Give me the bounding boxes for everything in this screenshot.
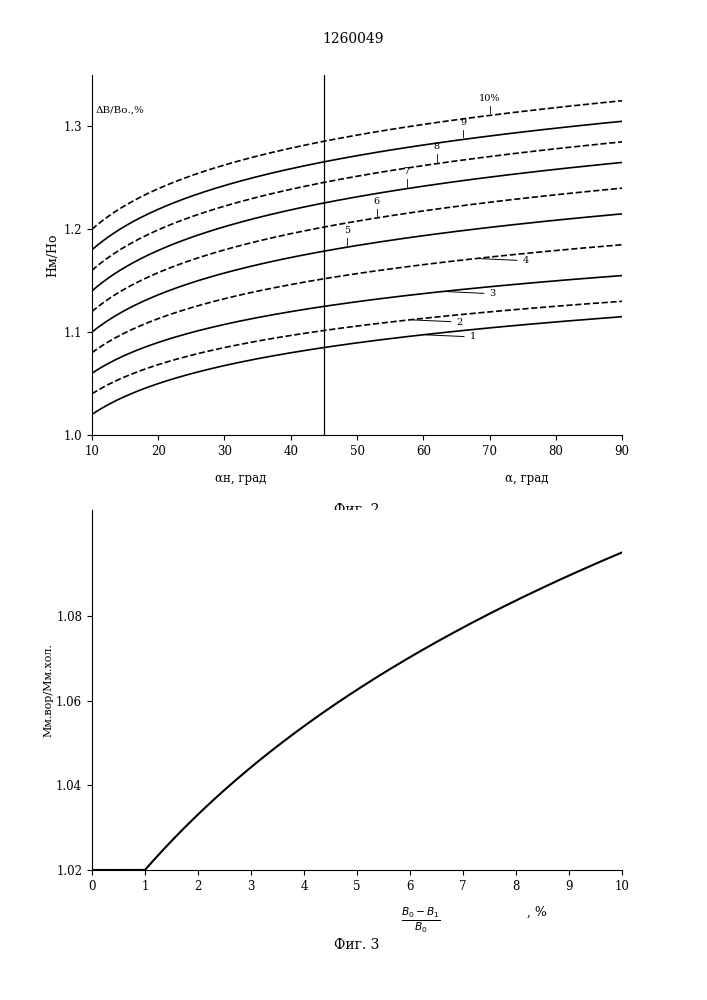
Text: 7: 7 [404, 167, 410, 176]
Text: αн, град: αн, град [215, 472, 266, 485]
Text: 10%: 10% [479, 94, 501, 103]
Text: Фиг. 3: Фиг. 3 [334, 938, 380, 952]
Text: $\frac{B_0-B_1}{B_0}$: $\frac{B_0-B_1}{B_0}$ [401, 906, 440, 935]
Text: 2: 2 [413, 318, 462, 327]
Text: , %: , % [527, 906, 547, 919]
Y-axis label: Мм.вор/Мм.хол.: Мм.вор/Мм.хол. [43, 643, 53, 737]
Text: 1260049: 1260049 [323, 32, 384, 46]
Text: 1: 1 [426, 332, 476, 341]
Text: Фиг. 2: Фиг. 2 [334, 503, 380, 517]
Text: ΔВ/Во.,%: ΔВ/Во.,% [95, 106, 144, 115]
Text: 8: 8 [433, 142, 440, 151]
Text: 9: 9 [460, 118, 466, 127]
Text: 4: 4 [479, 256, 529, 265]
Text: α, град: α, град [505, 472, 549, 485]
Text: 3: 3 [446, 289, 496, 298]
Y-axis label: Нм/Но: Нм/Но [47, 233, 59, 277]
Text: 5: 5 [344, 226, 350, 235]
Text: 6: 6 [374, 197, 380, 206]
